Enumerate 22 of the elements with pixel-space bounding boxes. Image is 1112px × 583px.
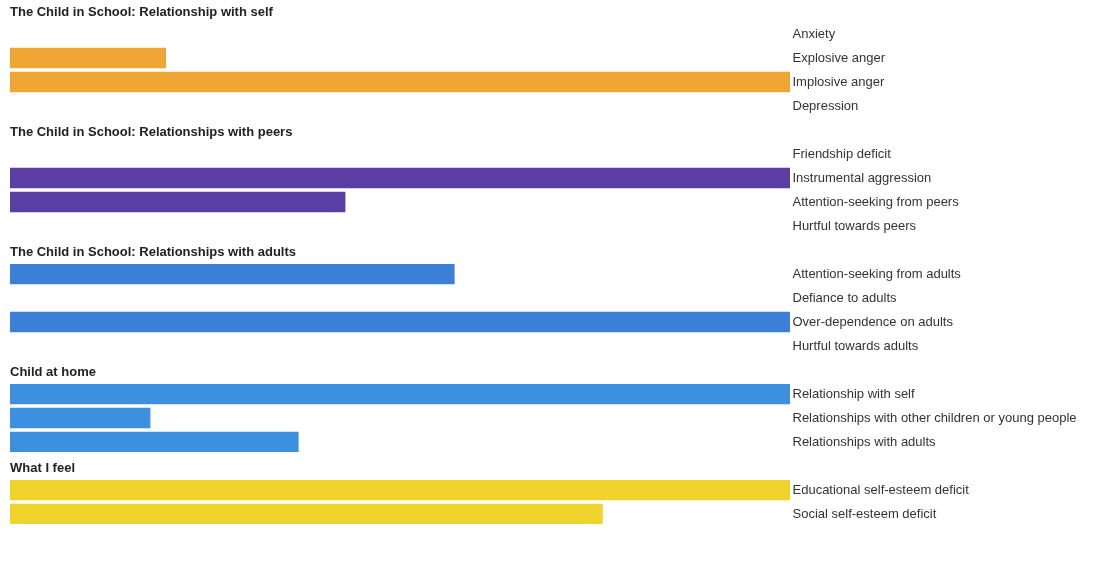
chart-title: What I feel — [10, 460, 76, 475]
chart-title: Child at home — [10, 364, 96, 379]
y-tick-label: Anxiety — [792, 26, 836, 42]
y-tick-label: Depression — [792, 97, 859, 113]
y-tick-label: Relationship with self — [792, 386, 915, 402]
y-tick-label: Relationships with other children or young people — [792, 410, 1077, 425]
y-tick-label: Hurtful towards adults — [792, 337, 919, 353]
y-tick-label: Attention-seeking from adults — [792, 266, 962, 282]
chart-title: The Child in School: Relationships with adults — [10, 244, 297, 259]
y-tick-label: Relationships with adults — [792, 433, 937, 449]
y-tick-label: Educational self-esteem deficit — [792, 482, 970, 498]
y-tick-label: Social self-esteem deficit — [792, 505, 937, 521]
y-tick-label: Attention-seeking from peers — [792, 193, 960, 209]
y-tick-label: Defiance to adults — [792, 290, 898, 306]
y-tick-label: Over-dependence on adults — [792, 313, 954, 329]
chart-title: The Child in School: Relationship with self — [10, 4, 274, 19]
y-tick-label: Instrumental aggression — [792, 170, 932, 186]
y-tick-label: Explosive anger — [792, 50, 886, 66]
y-tick-label: Implosive anger — [792, 73, 885, 89]
y-tick-label: Hurtful towards peers — [792, 217, 917, 233]
y-tick-label: Friendship deficit — [792, 146, 892, 162]
chart-title: The Child in School: Relationships with peers — [10, 124, 293, 139]
